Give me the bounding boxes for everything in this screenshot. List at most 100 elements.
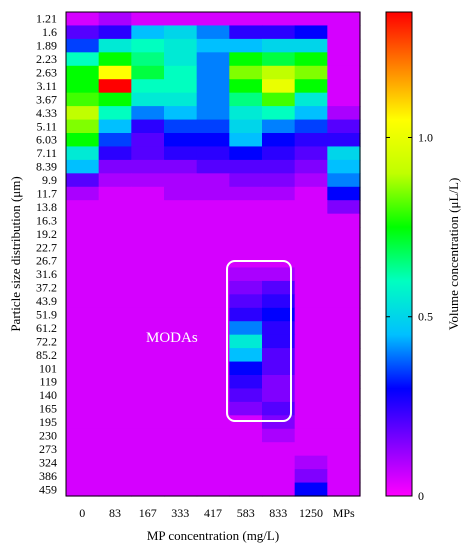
heatmap-cell [131, 12, 165, 27]
heatmap-cell [66, 106, 100, 121]
heatmap-cell [66, 321, 100, 336]
heatmap-cell [196, 348, 230, 363]
heatmap-cell [196, 213, 230, 228]
heatmap-cell [294, 401, 328, 416]
heatmap-cell [164, 213, 198, 228]
heatmap-cell [164, 469, 198, 484]
heatmap-cell [131, 200, 165, 215]
heatmap-cell [262, 173, 296, 188]
heatmap-cell [327, 388, 361, 403]
heatmap-cell [66, 294, 100, 309]
x-tick-label: 833 [269, 506, 287, 520]
heatmap-cell [131, 133, 165, 148]
x-tick-label: 417 [204, 506, 222, 520]
heatmap-cell [131, 361, 165, 376]
heatmap-cell [66, 348, 100, 363]
heatmap-cell [66, 280, 100, 295]
heatmap-cell [262, 469, 296, 484]
heatmap-cell [164, 146, 198, 161]
heatmap-cell [262, 361, 296, 376]
heatmap-cell [294, 321, 328, 336]
heatmap-cell [294, 200, 328, 215]
heatmap-cell [66, 186, 100, 201]
heatmap-cell [164, 106, 198, 121]
y-tick-label: 2.63 [36, 66, 57, 80]
heatmap-cell [131, 428, 165, 443]
heatmap-cell [294, 240, 328, 255]
heatmap-cell [196, 186, 230, 201]
heatmap-cell [131, 267, 165, 282]
heatmap-cell [327, 106, 361, 121]
heatmap-cell [98, 92, 132, 107]
heatmap-cell [327, 254, 361, 269]
y-tick-label: 7.11 [36, 146, 57, 160]
heatmap-cell [327, 348, 361, 363]
y-tick-label: 3.11 [36, 79, 57, 93]
heatmap-cell [262, 200, 296, 215]
y-tick-label: 273 [39, 442, 57, 456]
heatmap-cell [327, 119, 361, 134]
heatmap-cell [66, 428, 100, 443]
heatmap-cell [327, 38, 361, 53]
y-tick-label: 85.2 [36, 348, 57, 362]
y-tick-label: 13.8 [36, 200, 57, 214]
heatmap-cell [294, 294, 328, 309]
heatmap-cell [164, 186, 198, 201]
heatmap-cell [98, 38, 132, 53]
heatmap-cell [262, 482, 296, 497]
y-axis-label: Particle size distribution (μm) [8, 176, 23, 331]
heatmap-cell [98, 227, 132, 242]
heatmap-cell [66, 173, 100, 188]
x-tick-labels: 0 83 167 333 417 583 833 1250 MPs [79, 506, 355, 520]
y-tick-label: 11.7 [36, 187, 57, 201]
heatmap-cell [66, 159, 100, 174]
y-tick-label: 4.33 [36, 106, 57, 120]
heatmap-cell [229, 106, 263, 121]
heatmap-cell [131, 254, 165, 269]
heatmap-cell [196, 25, 230, 40]
heatmap-cell [294, 428, 328, 443]
heatmap-cell [229, 455, 263, 470]
heatmap-cell [98, 415, 132, 430]
heatmap-cell [327, 321, 361, 336]
y-tick-label: 1.21 [36, 12, 57, 26]
heatmap-cell [229, 186, 263, 201]
heatmap-cell [131, 92, 165, 107]
heatmap-cell [294, 119, 328, 134]
heatmap-cell [131, 65, 165, 80]
heatmap-cell [327, 482, 361, 497]
heatmap-cell [98, 106, 132, 121]
heatmap-cell [229, 428, 263, 443]
heatmap-cell [229, 388, 263, 403]
heatmap-cell [131, 388, 165, 403]
heatmap-cell [294, 482, 328, 497]
heatmap-cell [131, 375, 165, 390]
heatmap-cell [262, 92, 296, 107]
heatmap-cell [164, 428, 198, 443]
heatmap-cell [262, 455, 296, 470]
heatmap-cell [164, 240, 198, 255]
heatmap-cell [196, 267, 230, 282]
heatmap-cell [294, 280, 328, 295]
heatmap-cell [196, 280, 230, 295]
heatmap-cell [327, 428, 361, 443]
y-tick-label: 230 [39, 429, 57, 443]
heatmap-cell [262, 159, 296, 174]
heatmap-cell [98, 401, 132, 416]
heatmap-cell [164, 267, 198, 282]
heatmap-cell [66, 415, 100, 430]
heatmap-cell [262, 267, 296, 282]
heatmap-cell [229, 307, 263, 322]
heatmap-cell [164, 307, 198, 322]
heatmap-cell [262, 388, 296, 403]
colorbar-tick-label: 1.0 [418, 131, 433, 145]
heatmap-cell [131, 79, 165, 94]
heatmap-cell [229, 146, 263, 161]
heatmap-cell [164, 415, 198, 430]
heatmap-cell [131, 213, 165, 228]
heatmap-cell [229, 227, 263, 242]
heatmap-cell [164, 133, 198, 148]
heatmap-cell [66, 65, 100, 80]
heatmap-cell [262, 401, 296, 416]
heatmap-cell [229, 401, 263, 416]
